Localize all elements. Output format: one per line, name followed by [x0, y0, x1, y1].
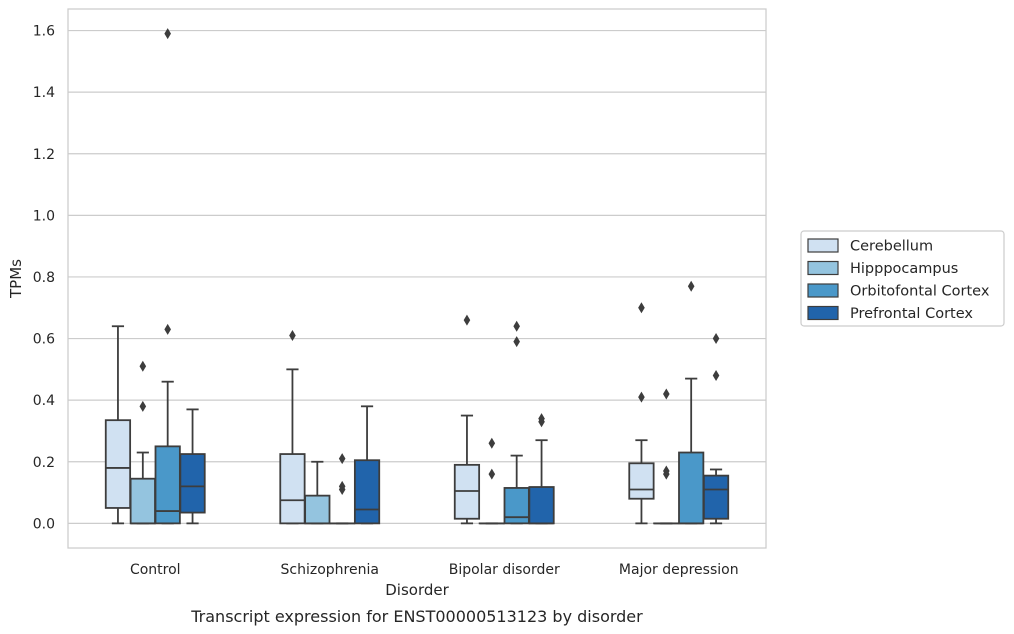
x-tick-label: Control: [130, 562, 181, 578]
box-body: [279, 453, 306, 525]
box-prefrontal-cortex-schizophrenia: [353, 405, 381, 525]
outlier-point: [164, 323, 171, 335]
x-axis-title: Disorder: [385, 581, 449, 599]
y-tick-label: 0.0: [33, 516, 55, 532]
box-hipppocampus-bipolar-disorder: [478, 437, 505, 525]
outlier-point: [712, 370, 720, 382]
outlier-point: [139, 400, 147, 412]
box-prefrontal-cortex-major-depression: [702, 333, 730, 525]
outlier-point: [513, 320, 520, 332]
outlier-point: [289, 329, 296, 341]
outlier-point: [139, 360, 147, 372]
legend-label: Hipppocampus: [850, 261, 958, 277]
outlier-point: [538, 413, 545, 425]
box-orbitofontal-cortex-control: [154, 28, 181, 525]
box-body: [702, 474, 730, 520]
outlier-point: [712, 333, 720, 345]
y-axis-title: TPMs: [7, 259, 25, 299]
x-tick-label: Bipolar disorder: [449, 562, 560, 578]
box-orbitofontal-cortex-bipolar-disorder: [503, 320, 530, 525]
legend-swatch: [807, 238, 839, 253]
legend-swatch: [807, 260, 839, 276]
box-body: [129, 477, 156, 525]
box-body: [628, 462, 655, 500]
chart-caption: Transcript expression for ENST0000051312…: [190, 607, 643, 626]
box-body: [104, 419, 132, 509]
legend-label: Prefrontal Cortex: [850, 306, 973, 322]
box-body: [179, 453, 206, 514]
plot-frame: [67, 8, 767, 549]
box-cerebellum-bipolar-disorder: [453, 314, 481, 525]
box-cerebellum-major-depression: [628, 302, 655, 525]
legend-swatch: [807, 305, 839, 321]
outlier-point: [488, 437, 496, 449]
box-plot-marks: [104, 28, 730, 525]
outlier-point: [663, 465, 670, 477]
box-hipppocampus-major-depression: [653, 388, 680, 525]
box-orbitofontal-cortex-major-depression: [678, 280, 705, 525]
outlier-point: [488, 468, 496, 480]
x-tick-label: Schizophrenia: [281, 562, 379, 578]
y-tick-label: 1.4: [33, 85, 55, 101]
outlier-point: [687, 280, 695, 292]
legend-label: Orbitofontal Cortex: [850, 284, 990, 300]
box-body: [678, 451, 705, 525]
y-tick-labels: 0.0 0.2 0.4 0.6 0.8 1.0 1.2 1.4 1.6: [33, 24, 55, 533]
outlier-point: [663, 388, 670, 400]
outlier-point: [513, 336, 520, 348]
outlier-point: [164, 28, 171, 40]
box-body: [304, 494, 331, 525]
outlier-point: [338, 480, 346, 492]
box-prefrontal-cortex-control: [179, 408, 206, 525]
legend-swatch: [807, 283, 839, 298]
y-tick-label: 0.6: [33, 332, 55, 348]
box-body: [528, 486, 555, 525]
legend: Cerebellum Hipppocampus Orbitofontal Corte…: [800, 230, 1005, 327]
legend-label: Cerebellum: [850, 239, 933, 255]
outlier-point: [463, 314, 471, 326]
y-tick-label: 0.4: [33, 393, 55, 409]
y-tick-label: 1.0: [33, 208, 55, 224]
outlier-point: [338, 453, 346, 465]
y-tick-label: 0.8: [33, 270, 55, 286]
box-hipppocampus-schizophrenia: [304, 460, 331, 525]
outlier-point: [638, 391, 645, 403]
y-tick-label: 1.2: [33, 147, 55, 163]
y-tick-label: 0.2: [33, 455, 55, 471]
box-cerebellum-schizophrenia: [279, 329, 306, 525]
box-prefrontal-cortex-bipolar-disorder: [528, 413, 555, 525]
y-tick-label: 1.6: [33, 24, 55, 40]
x-tick-labels: Control Schizophrenia Bipolar disorder Majo…: [130, 562, 739, 578]
x-tick-label: Major depression: [619, 562, 739, 578]
box-orbitofontal-cortex-schizophrenia: [329, 453, 356, 525]
box-hipppocampus-control: [129, 360, 156, 525]
box-body: [353, 459, 381, 525]
legend-frame: [800, 230, 1005, 327]
box-cerebellum-control: [104, 325, 132, 525]
outlier-point: [638, 302, 645, 314]
